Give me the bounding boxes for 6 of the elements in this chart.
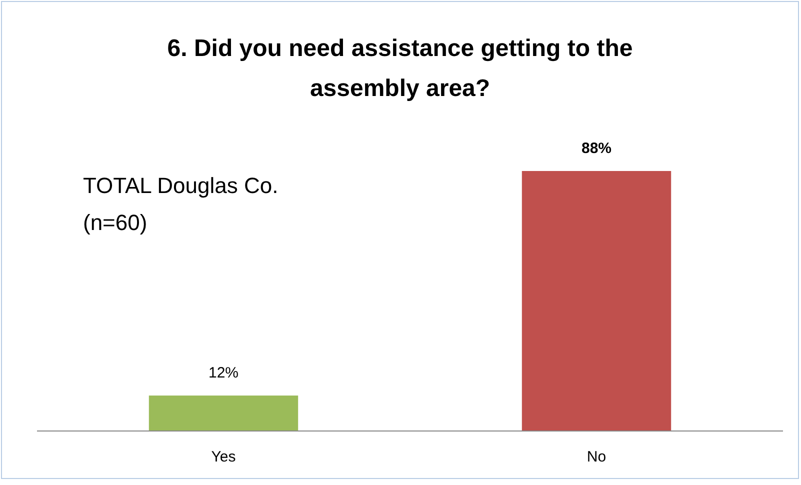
data-label: 88% — [581, 140, 612, 157]
x-tick-label: Yes — [211, 448, 236, 466]
data-label: 12% — [208, 364, 239, 382]
x-tick-label: No — [586, 448, 606, 466]
chart-title: 6. Did you need assistance getting to the assembly area? — [167, 35, 633, 102]
annotation: TOTAL Douglas Co. (n=60) — [83, 173, 278, 235]
